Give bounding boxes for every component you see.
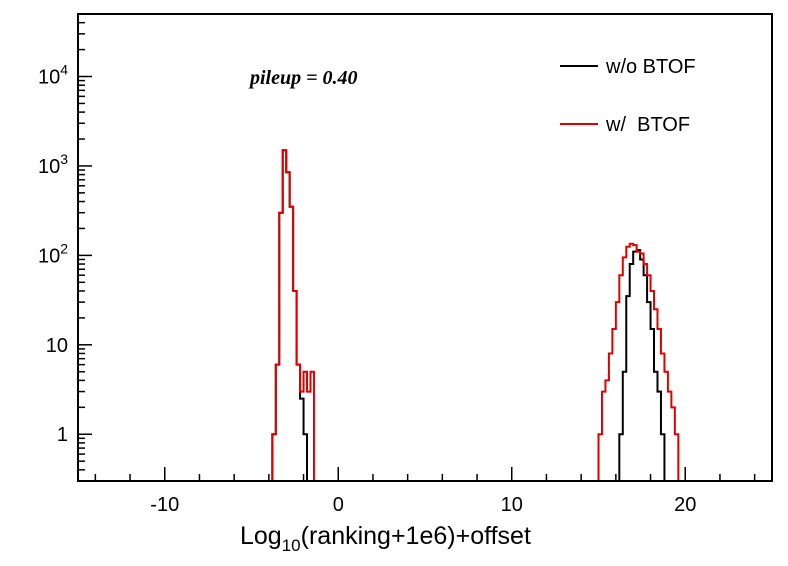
legend-label-wo-btof: w/o BTOF — [605, 56, 696, 78]
y-tick-label: 1 — [57, 424, 68, 446]
plot-frame — [77, 13, 773, 482]
series-w-btof — [78, 149, 772, 482]
y-tick-label: 102 — [38, 240, 68, 267]
legend-label-w-btof: w/ BTOF — [605, 114, 690, 136]
axis-ticks — [78, 13, 756, 482]
tick-labels: -10 0 10 20 1 10 102 103 104 — [38, 62, 696, 516]
x-tick-label: 0 — [333, 494, 344, 516]
x-axis-title-subscript: 10 — [282, 536, 301, 555]
x-axis-title-main: Log — [240, 522, 282, 550]
y-tick-label: 10 — [46, 335, 68, 357]
y-tick-label: 104 — [38, 62, 68, 89]
pileup-annotation: pileup = 0.40 — [248, 67, 358, 89]
series-layer — [78, 149, 772, 482]
x-tick-label: -10 — [150, 494, 179, 516]
x-tick-label: 20 — [674, 494, 696, 516]
y-tick-label: 103 — [38, 151, 68, 178]
x-axis-title-rest: (ranking+1e6)+offset — [301, 522, 531, 550]
x-axis-title: Log10(ranking+1e6)+offset — [240, 522, 531, 555]
x-tick-label: 10 — [501, 494, 523, 516]
legend: w/o BTOF w/ BTOF — [560, 56, 696, 136]
